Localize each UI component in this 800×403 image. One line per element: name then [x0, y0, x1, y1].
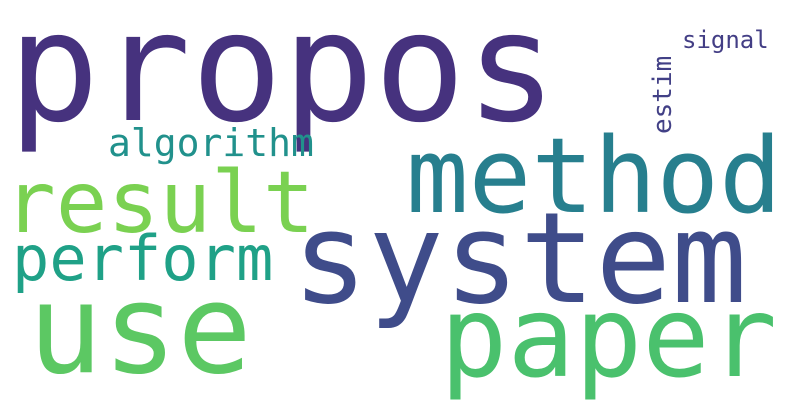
word-use: use [28, 258, 252, 402]
word-estim: estim [648, 55, 678, 134]
word-propos: propos [8, 0, 558, 156]
word-method: method [406, 115, 782, 237]
word-result: result [4, 153, 315, 253]
word-paper: paper [440, 273, 778, 403]
word-signal: signal [682, 26, 769, 54]
word-system: system [292, 185, 748, 332]
word-algorithm: algorithm [108, 121, 314, 165]
word-perform: perform [12, 222, 274, 295]
